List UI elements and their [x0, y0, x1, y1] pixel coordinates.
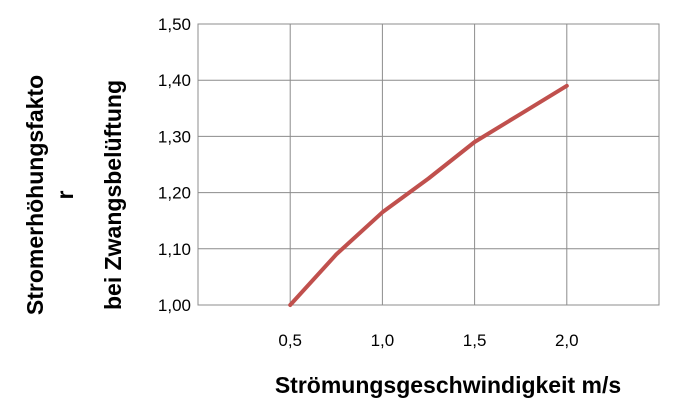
y-tick-label: 1,20 [158, 184, 191, 203]
x-axis-title: Strömungsgeschwindigkeit m/s [275, 372, 621, 398]
series-line [290, 86, 567, 305]
y-tick-label: 1,40 [158, 71, 191, 90]
grid [198, 24, 659, 305]
x-tick-label: 1,0 [371, 331, 395, 350]
x-tick-label: 2,0 [555, 331, 579, 350]
x-tick-label: 1,5 [463, 331, 487, 350]
y-tick-label: 1,30 [158, 127, 191, 146]
series-layer [290, 86, 567, 305]
y-tick-label: 1,50 [158, 15, 191, 34]
y-axis-title-line-2: r [52, 190, 78, 199]
x-tick-label: 0,5 [278, 331, 302, 350]
y-tick-label: 1,10 [158, 240, 191, 259]
y-tick-label: 1,00 [158, 296, 191, 315]
y-axis-title-line-1: Stromerhöhungsfakto [22, 75, 48, 315]
tick-labels: 1,00 1,10 1,20 1,30 1,40 1,50 0,5 1,0 1,5 2,0 [158, 15, 579, 350]
y-axis-title-line-3: bei Zwangsbelüftung [100, 80, 126, 310]
plot-area-frame [198, 24, 659, 305]
